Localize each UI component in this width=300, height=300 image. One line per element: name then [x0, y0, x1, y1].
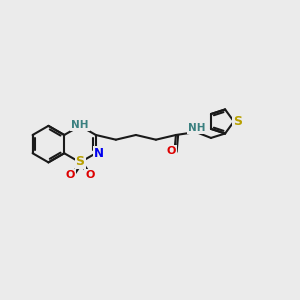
- Text: S: S: [233, 115, 242, 128]
- Text: NH: NH: [188, 123, 205, 133]
- Text: NH: NH: [71, 120, 89, 130]
- Text: O: O: [85, 170, 94, 180]
- Text: O: O: [167, 146, 176, 156]
- Text: O: O: [66, 170, 75, 180]
- Text: N: N: [94, 147, 104, 160]
- Text: S: S: [76, 155, 85, 168]
